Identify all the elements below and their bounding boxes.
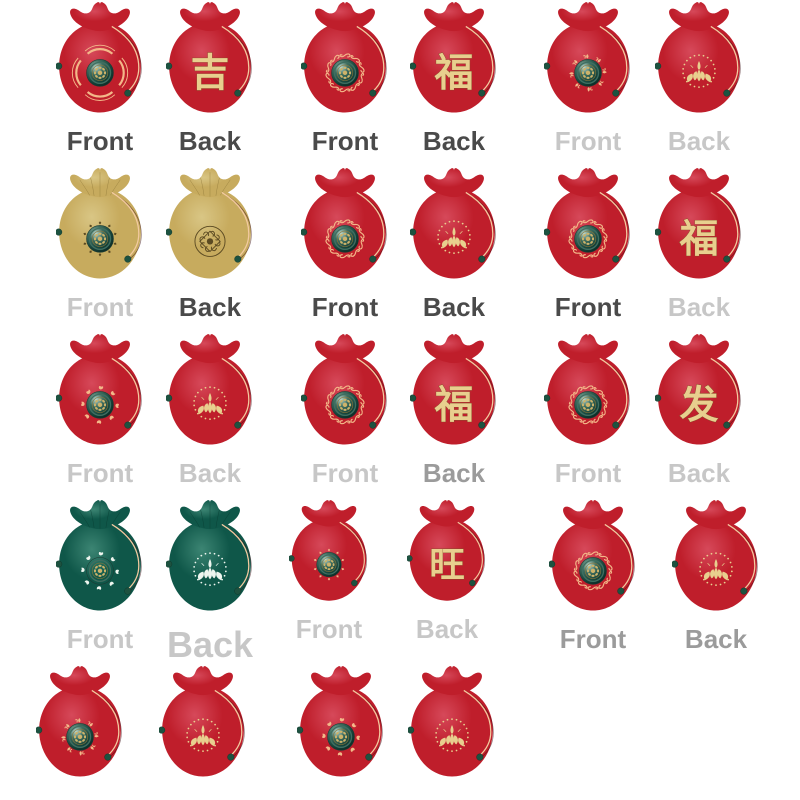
svg-text:福: 福 bbox=[434, 52, 474, 95]
svg-text:吉: 吉 bbox=[191, 52, 230, 95]
svg-text:福: 福 bbox=[679, 218, 719, 261]
svg-text:发: 发 bbox=[680, 384, 719, 427]
svg-text:福: 福 bbox=[434, 384, 474, 427]
svg-text:旺: 旺 bbox=[429, 546, 464, 585]
